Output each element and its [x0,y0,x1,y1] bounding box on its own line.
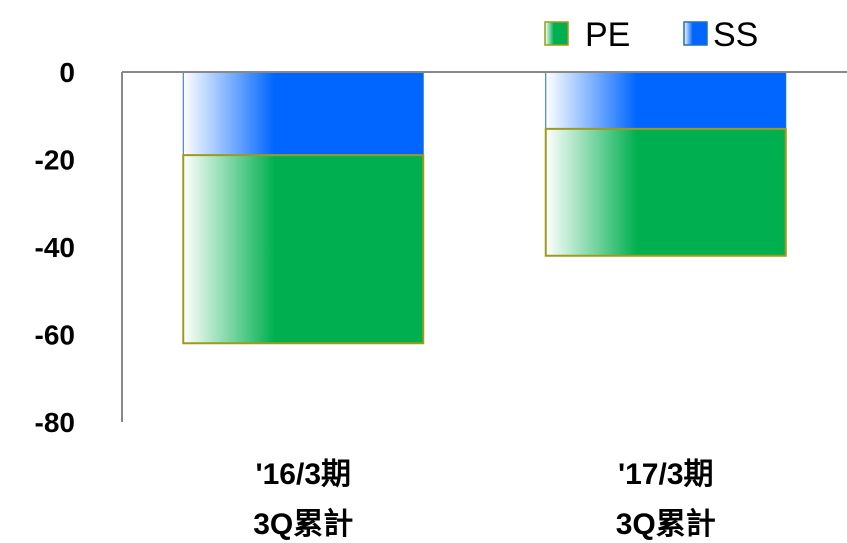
category-labels: '16/3期 3Q累計 '17/3期 3Q累計 [253,458,716,541]
legend-label-ss: SS [713,16,758,54]
bar-ss [182,71,424,156]
category-label: 3Q累計 [616,507,716,541]
bar-pe [182,154,425,345]
bar-pe [544,127,787,257]
legend-swatch-pe [544,21,569,46]
y-tick-labels: 0 -20 -40 -60 -80 [35,57,75,438]
bars [182,71,787,345]
bar-ss [545,71,787,130]
y-tick-label: -40 [35,232,75,263]
legend-label-pe: PE [585,16,630,54]
category-label: '17/3期 [618,458,714,491]
legend-swatch-ss [683,21,708,46]
y-tick-label: -20 [35,145,75,176]
category-label: 3Q累計 [253,507,353,541]
y-tick-label: -60 [35,320,75,351]
category-label: '16/3期 [255,458,351,491]
y-tick-label: 0 [59,57,75,88]
y-tick-label: -80 [35,407,75,438]
legend: PE SS [544,16,758,54]
